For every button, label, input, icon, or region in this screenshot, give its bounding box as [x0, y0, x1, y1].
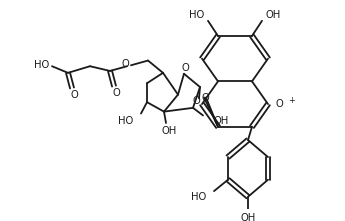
Text: HO: HO [34, 60, 49, 70]
Text: O: O [70, 90, 78, 100]
Text: O: O [202, 93, 210, 103]
Text: O: O [121, 59, 129, 69]
Text: O: O [276, 99, 284, 109]
Text: O: O [181, 63, 189, 73]
Text: HO: HO [191, 192, 206, 202]
Text: HO: HO [189, 10, 204, 20]
Text: O: O [192, 96, 200, 106]
Text: OH: OH [266, 10, 281, 20]
Text: OH: OH [240, 213, 256, 221]
Text: O: O [112, 88, 120, 98]
Text: +: + [288, 96, 295, 105]
Text: OH: OH [213, 116, 228, 126]
Text: OH: OH [161, 126, 177, 137]
Text: HO: HO [118, 116, 133, 126]
